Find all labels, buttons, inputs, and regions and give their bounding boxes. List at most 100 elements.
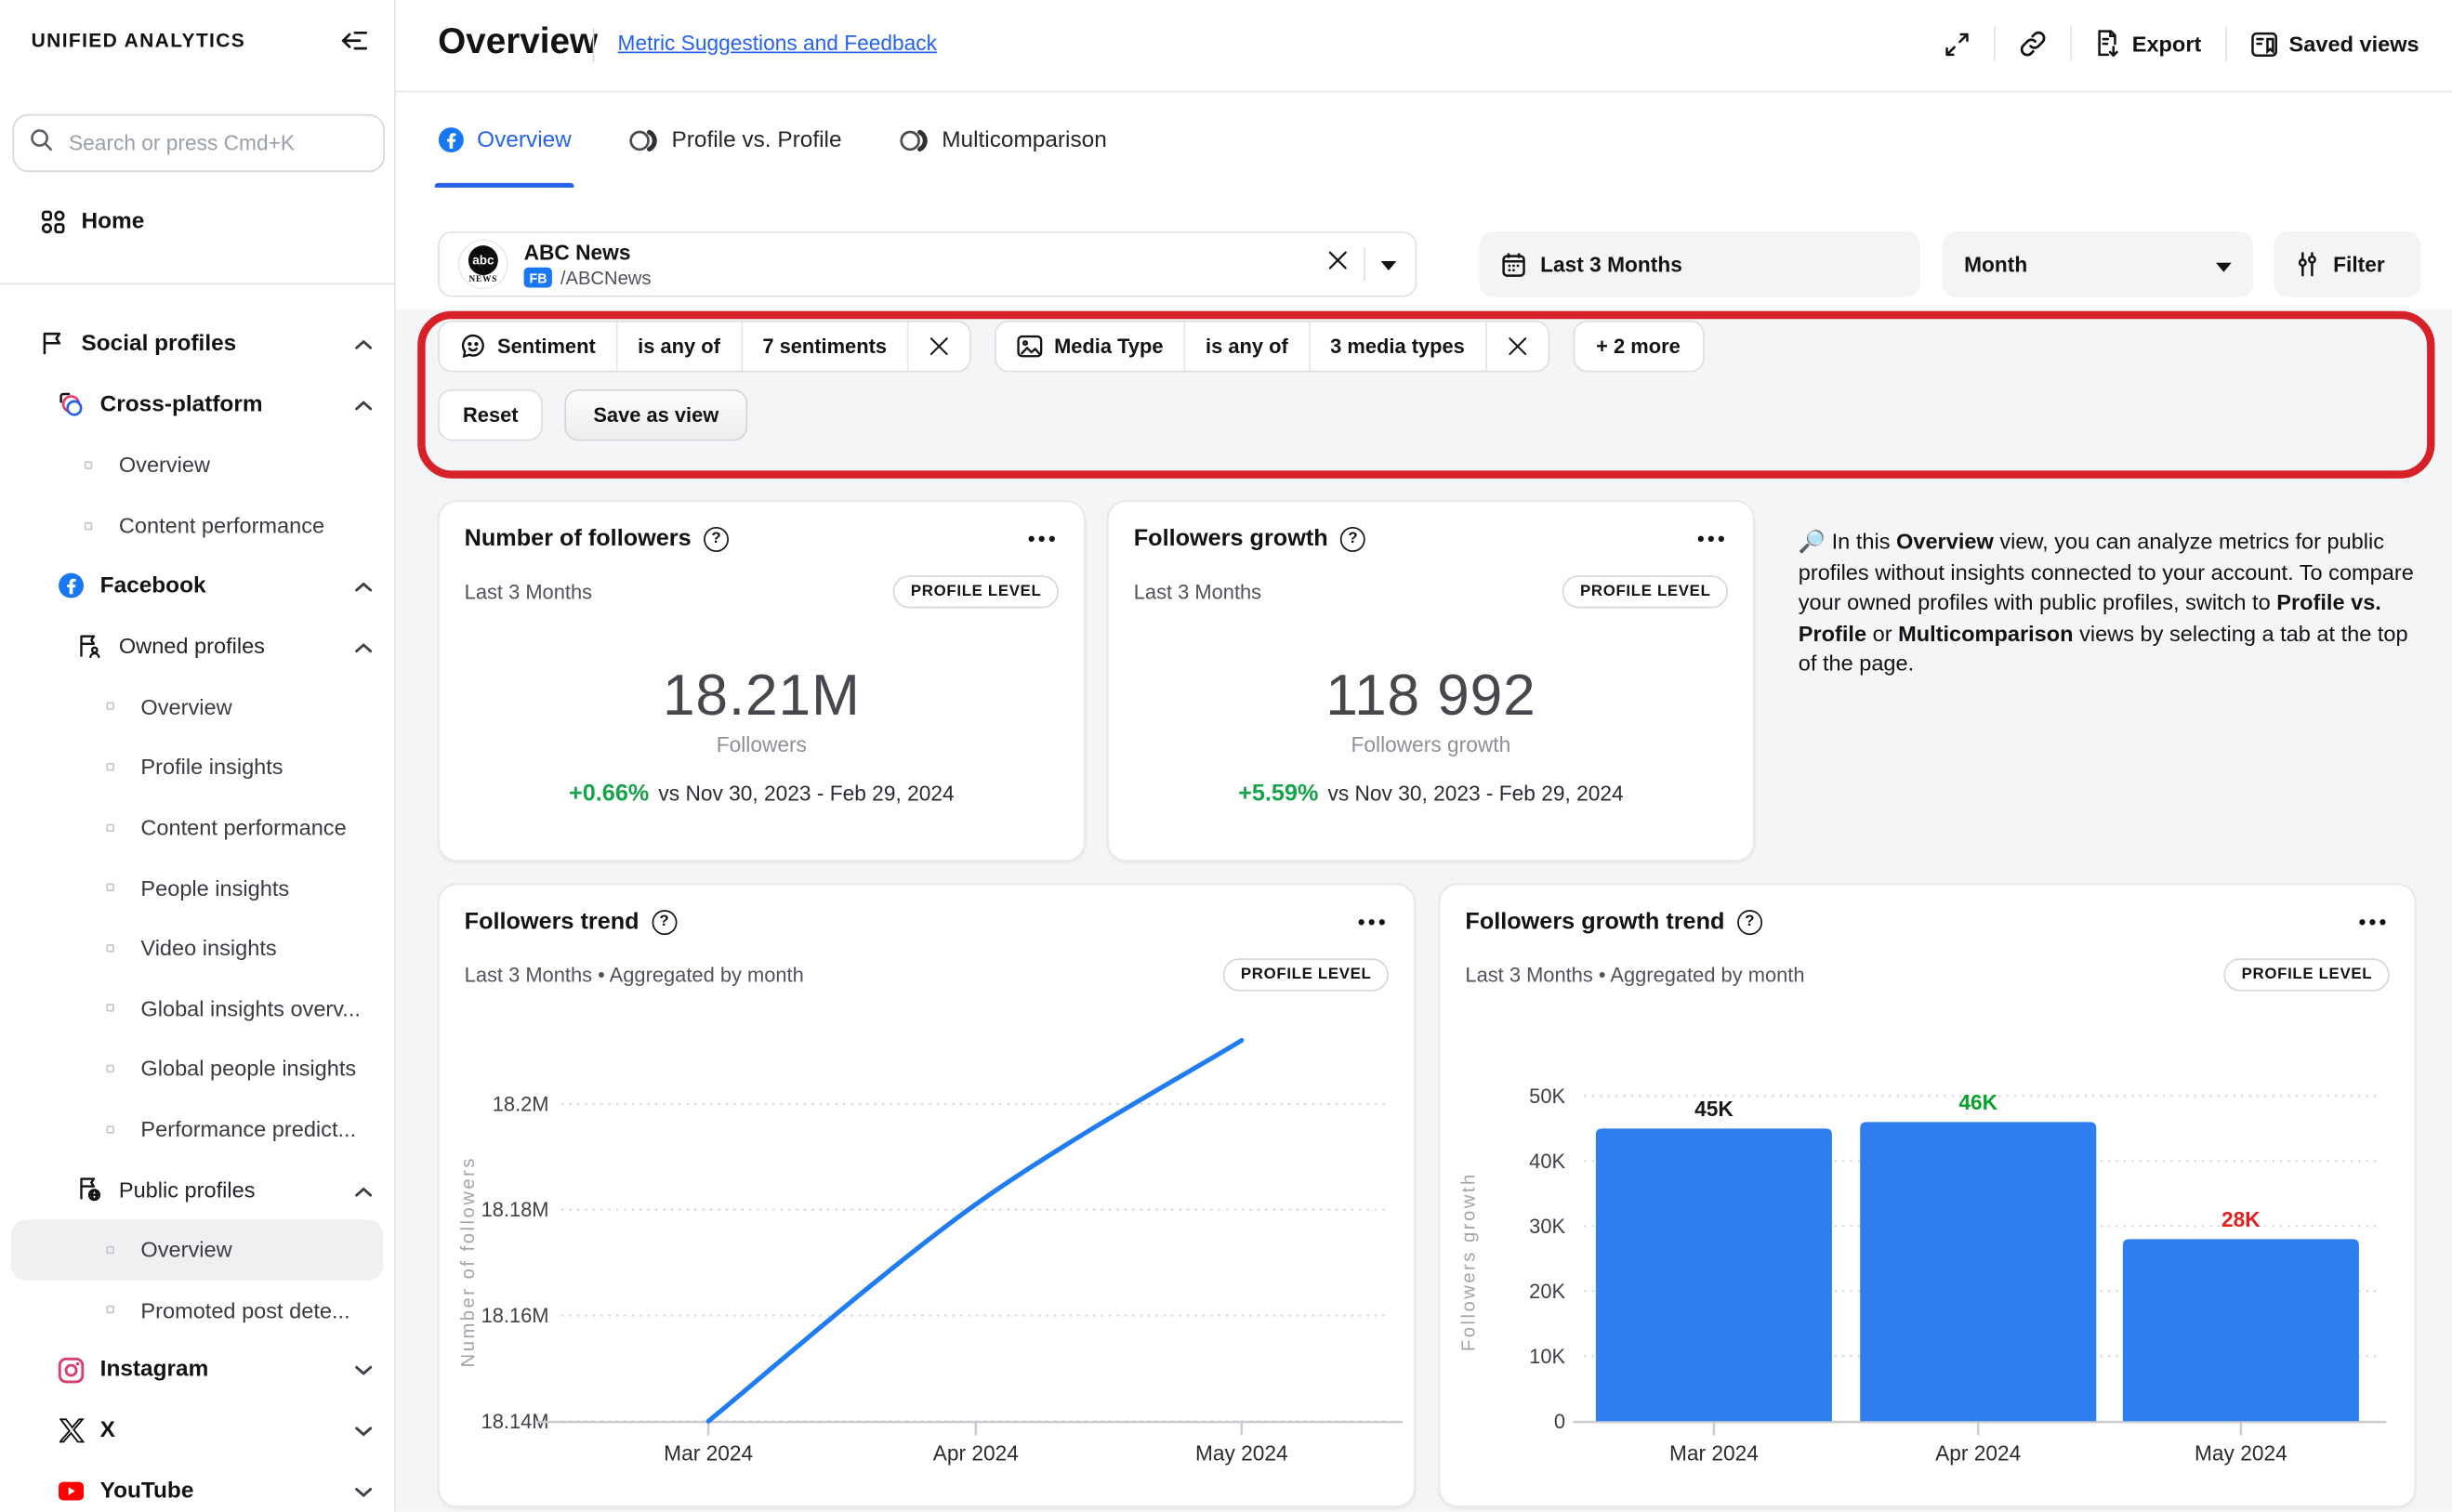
sidebar-item-social-profiles[interactable]: Social profiles — [0, 314, 394, 375]
card-menu-icon[interactable]: ••• — [1357, 910, 1389, 934]
bullet-icon — [106, 1124, 114, 1133]
media-type-filter-value[interactable]: 3 media types — [1310, 322, 1487, 371]
sidebar-item-owned-overview[interactable]: Overview — [0, 677, 394, 737]
svg-text:18.16M: 18.16M — [481, 1304, 549, 1327]
svg-text:18.2M: 18.2M — [493, 1092, 549, 1115]
profile-name: ABC News — [523, 240, 631, 264]
saved-views-button[interactable]: Saved views — [2249, 31, 2419, 58]
chevron-up-icon[interactable] — [355, 392, 373, 417]
flag-icon — [39, 331, 66, 358]
kpi-delta: +5.59% — [1238, 780, 1319, 808]
chevron-down-icon[interactable] — [355, 1479, 373, 1504]
profile-level-badge: PROFILE LEVEL — [1223, 958, 1389, 992]
x-logo-icon — [58, 1417, 85, 1444]
reset-button[interactable]: Reset — [438, 388, 544, 441]
sidebar-item-promoted-post-detection[interactable]: Promoted post dete... — [0, 1280, 394, 1340]
sidebar-item-facebook[interactable]: Facebook — [0, 556, 394, 616]
filter-button[interactable]: Filter — [2274, 230, 2421, 297]
sidebar-item-public-profiles[interactable]: Public profiles — [0, 1159, 394, 1219]
facebook-icon — [58, 572, 85, 599]
more-filters-chip[interactable]: + 2 more — [1572, 320, 1704, 373]
public-profiles-icon — [76, 1176, 103, 1203]
bullet-icon — [106, 943, 114, 953]
date-range-picker[interactable]: Last 3 Months — [1479, 230, 1920, 297]
sentiment-filter-chip: Sentiment is any of 7 sentiments — [438, 320, 971, 373]
main-content: Overview Metric Suggestions and Feedback… — [395, 0, 2452, 1512]
tab-multicomparison[interactable]: Multicomparison — [900, 92, 1107, 188]
sidebar-item-global-insights-overview[interactable]: Global insights overv... — [0, 978, 394, 1038]
media-type-filter-field[interactable]: Media Type — [996, 322, 1186, 371]
sidebar-item-home[interactable]: Home — [0, 192, 394, 253]
sidebar-item-profile-insights[interactable]: Profile insights — [0, 737, 394, 797]
help-icon[interactable]: ? — [704, 526, 730, 552]
card-menu-icon[interactable]: ••• — [1027, 526, 1059, 551]
number-of-followers-card: Number of followers ? ••• Last 3 Months … — [438, 500, 1086, 862]
sidebar-item-instagram[interactable]: Instagram — [0, 1340, 394, 1400]
sidebar-item-performance-prediction[interactable]: Performance predict... — [0, 1098, 394, 1159]
chevron-up-icon[interactable] — [355, 573, 373, 598]
sidebar-item-video-insights[interactable]: Video insights — [0, 917, 394, 978]
search-input[interactable] — [12, 113, 385, 173]
svg-text:May 2024: May 2024 — [2195, 1440, 2287, 1465]
bullet-icon — [106, 883, 114, 892]
filter-chips-row: Sentiment is any of 7 sentiments Media T… — [438, 320, 1704, 373]
followers-growth-card: Followers growth ? ••• Last 3 Months PRO… — [1107, 500, 1755, 862]
sentiment-filter-remove-icon[interactable] — [909, 322, 970, 371]
card-menu-icon[interactable]: ••• — [2358, 910, 2390, 934]
sidebar-item-crossplatform-overview[interactable]: Overview — [0, 435, 394, 495]
comparison-icon — [630, 128, 658, 151]
metric-suggestions-link[interactable]: Metric Suggestions and Feedback — [617, 31, 937, 55]
tab-profile-vs-profile[interactable]: Profile vs. Profile — [629, 92, 842, 188]
youtube-icon — [58, 1478, 85, 1505]
svg-text:50K: 50K — [1529, 1085, 1565, 1108]
sentiment-filter-field[interactable]: Sentiment — [440, 322, 618, 371]
sentiment-filter-operator[interactable]: is any of — [617, 322, 743, 371]
profile-level-badge: PROFILE LEVEL — [893, 575, 1059, 609]
help-icon[interactable]: ? — [1736, 909, 1762, 935]
filter-actions-row: Reset Save as view — [438, 388, 747, 441]
sidebar-item-people-insights[interactable]: People insights — [0, 858, 394, 918]
sidebar-item-youtube[interactable]: YouTube — [0, 1461, 394, 1512]
card-menu-icon[interactable]: ••• — [1696, 526, 1729, 551]
remove-profile-icon[interactable] — [1327, 250, 1348, 278]
sidebar-item-x[interactable]: X — [0, 1400, 394, 1461]
save-as-view-button[interactable]: Save as view — [565, 388, 747, 441]
bullet-icon — [106, 1306, 114, 1314]
sidebar-item-owned-profiles[interactable]: Owned profiles — [0, 616, 394, 677]
help-icon[interactable]: ? — [1340, 526, 1366, 552]
bullet-icon — [106, 1064, 114, 1072]
sidebar-item-content-performance[interactable]: Content performance — [0, 797, 394, 858]
collapse-sidebar-icon[interactable] — [337, 25, 369, 57]
share-link-button[interactable] — [2020, 30, 2048, 58]
svg-text:20K: 20K — [1529, 1280, 1565, 1303]
network-badge: FB — [523, 267, 553, 288]
aggregation-select[interactable]: Month — [1942, 230, 2254, 297]
help-icon[interactable]: ? — [652, 909, 677, 935]
chevron-up-icon[interactable] — [355, 634, 373, 659]
chevron-down-icon[interactable] — [355, 1418, 373, 1443]
chevron-up-icon[interactable] — [355, 332, 373, 357]
sidebar-item-cross-platform[interactable]: Cross-platform — [0, 375, 394, 435]
sidebar-item-global-people-insights[interactable]: Global people insights — [0, 1038, 394, 1098]
expand-button[interactable] — [1944, 31, 1971, 58]
sentiment-filter-value[interactable]: 7 sentiments — [742, 322, 909, 371]
profile-selector[interactable]: abc NEWS ABC News FB /ABCNews — [438, 230, 1417, 297]
brand-title: UNIFIED ANALYTICS — [31, 29, 246, 52]
divider — [2071, 26, 2073, 61]
kpi-value: 118 992 — [1325, 663, 1536, 728]
profile-dropdown-icon[interactable] — [1380, 250, 1397, 278]
media-type-filter-operator[interactable]: is any of — [1185, 322, 1311, 371]
chevron-up-icon[interactable] — [355, 1177, 373, 1202]
media-type-filter-remove-icon[interactable] — [1486, 322, 1548, 371]
sidebar-item-crossplatform-content-performance[interactable]: Content performance — [0, 495, 394, 556]
sidebar-item-public-overview[interactable]: Overview — [10, 1219, 384, 1281]
bullet-icon — [106, 762, 114, 771]
tab-bar: Overview Profile vs. Profile Multicompar… — [434, 92, 1107, 188]
calendar-icon — [1502, 252, 1525, 277]
export-button[interactable]: Export — [2096, 30, 2201, 58]
card-period: Last 3 Months • Aggregated by month — [1465, 963, 1805, 987]
chevron-down-icon[interactable] — [355, 1358, 373, 1383]
card-period: Last 3 Months • Aggregated by month — [464, 963, 804, 987]
tab-overview[interactable]: Overview — [434, 92, 575, 188]
